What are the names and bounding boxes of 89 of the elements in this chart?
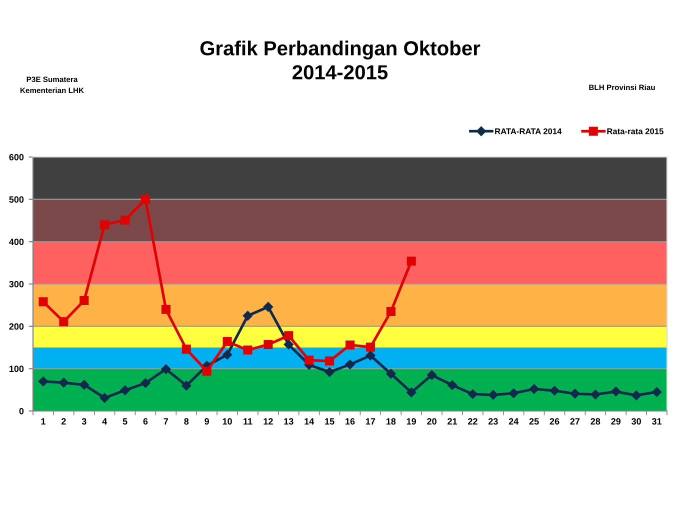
point: [38, 376, 48, 386]
x-tick-label: 20: [427, 418, 436, 425]
point: [243, 346, 252, 355]
point: [120, 216, 130, 225]
point: [263, 302, 274, 312]
x-tick-label: 18: [386, 418, 396, 425]
x-tick-label: 1: [41, 418, 46, 424]
point: [222, 337, 232, 346]
point: [304, 356, 314, 365]
point: [570, 388, 580, 398]
point: [529, 384, 539, 394]
point: [611, 386, 621, 396]
point: [366, 350, 376, 360]
point: [38, 297, 48, 306]
point: [406, 256, 416, 266]
point: [284, 331, 294, 340]
point: [182, 380, 192, 390]
point: [80, 296, 89, 306]
point: [182, 344, 191, 354]
point: [264, 340, 273, 350]
point: [386, 368, 396, 379]
point: [202, 366, 212, 376]
x-tick-label: 26: [550, 418, 560, 425]
point: [100, 220, 110, 230]
x-tick-label: 2: [61, 418, 66, 424]
x-tick-label: 31: [652, 418, 662, 425]
y-tick-label: 400: [9, 238, 24, 246]
legend-label: RATA-RATA 2014: [495, 128, 562, 134]
point: [447, 380, 458, 390]
x-tick-label: 10: [222, 418, 232, 425]
point: [426, 370, 437, 380]
point: [345, 360, 355, 370]
point: [366, 342, 375, 352]
x-tick-label: 21: [448, 418, 458, 424]
y-tick-label: 300: [9, 280, 24, 288]
y-tick-label: 0: [19, 408, 24, 414]
x-tick-label: 4: [102, 418, 108, 424]
x-tick-label: 5: [122, 418, 128, 425]
x-tick-label: 15: [325, 418, 334, 425]
x-tick-label: 3: [82, 418, 86, 425]
y-tick-label: 200: [9, 323, 24, 330]
point: [652, 387, 662, 397]
point: [222, 350, 232, 360]
x-tick-label: 28: [590, 418, 600, 425]
point: [488, 390, 498, 400]
point: [79, 380, 89, 390]
point: [100, 393, 110, 403]
x-tick-label: 17: [366, 418, 376, 424]
point: [590, 390, 600, 400]
point: [325, 356, 334, 366]
x-tick-label: 22: [468, 418, 478, 424]
x-tick-label: 19: [406, 418, 416, 425]
x-tick-label: 16: [346, 418, 355, 425]
point: [58, 378, 68, 388]
x-tick-label: 12: [264, 418, 273, 424]
x-tick-label: 30: [632, 418, 641, 425]
point: [550, 386, 560, 396]
y-tick-label: 600: [9, 154, 24, 160]
y-tick-label: 500: [9, 196, 24, 203]
x-tick-label: 29: [611, 418, 621, 425]
point: [468, 389, 478, 399]
x-tick-label: 27: [570, 418, 580, 424]
point: [324, 367, 334, 377]
point: [161, 364, 171, 374]
x-tick-label: 8: [184, 418, 189, 425]
x-tick-label: 9: [204, 418, 210, 425]
point: [59, 317, 68, 326]
point: [242, 310, 253, 321]
x-tick-label: 23: [488, 418, 498, 425]
y-tick-label: 100: [9, 366, 24, 372]
x-tick-label: 7: [164, 418, 168, 424]
x-tick-label: 25: [529, 418, 539, 425]
x-tick-label: 6: [143, 418, 148, 425]
point: [120, 385, 130, 396]
x-tick-label: 13: [284, 418, 294, 425]
x-tick-label: 14: [304, 418, 314, 424]
point: [161, 304, 170, 314]
point: [140, 194, 150, 204]
point: [345, 340, 355, 350]
x-tick-label: 11: [244, 418, 252, 424]
point: [632, 390, 642, 400]
point: [508, 388, 518, 398]
chart-title: Grafik Perbandingan Oktober 2014-2015: [200, 40, 480, 80]
point: [284, 340, 294, 350]
point: [386, 307, 396, 316]
point: [140, 378, 150, 388]
legend-label: Rata-rata 2015: [607, 128, 664, 134]
x-tick-label: 24: [508, 418, 519, 424]
point: [406, 388, 416, 398]
